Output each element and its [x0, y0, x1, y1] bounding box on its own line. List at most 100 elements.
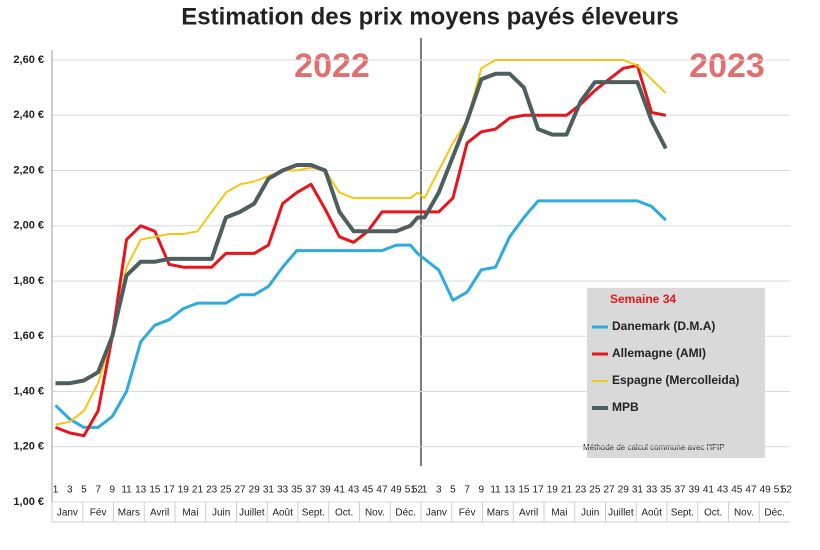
legend-title: Semaine 34 — [610, 292, 676, 306]
x-tick-label: 21 — [561, 485, 573, 496]
month-label: Janv — [57, 508, 78, 519]
x-tick-label: 45 — [362, 485, 374, 496]
series-line — [54, 199, 667, 429]
x-tick-label: 5 — [81, 485, 87, 496]
x-tick-label: 19 — [178, 485, 190, 496]
x-tick-label: 33 — [277, 485, 289, 496]
x-tick-label: 1 — [53, 485, 59, 496]
x-tick-label: 52 — [781, 485, 793, 496]
month-label: Fév — [459, 508, 476, 519]
legend-label: MPB — [612, 400, 639, 414]
y-tick-label: 2,00 € — [13, 220, 44, 232]
series-line — [55, 71, 668, 386]
x-tick-label: 9 — [479, 485, 485, 496]
series-line — [55, 59, 667, 426]
month-label: Mai — [182, 508, 198, 519]
month-label: Août — [641, 508, 662, 519]
x-tick-label: 39 — [320, 485, 332, 496]
month-label: Juillet — [608, 508, 634, 519]
x-tick-label: 7 — [464, 485, 470, 496]
x-tick-label: 41 — [334, 485, 346, 496]
x-tick-label: 43 — [348, 485, 360, 496]
month-label: Juin — [581, 508, 599, 519]
x-tick-label: 7 — [95, 485, 101, 496]
month-label: Mars — [118, 508, 140, 519]
x-tick-label: 3 — [436, 485, 442, 496]
x-tick-label: 29 — [618, 485, 630, 496]
legend-label: Espagne (Mercolleida) — [612, 373, 739, 387]
month-label: Nov. — [365, 508, 385, 519]
legend-box — [587, 288, 765, 458]
x-tick-label: 47 — [376, 485, 388, 496]
month-label: Avril — [519, 508, 538, 519]
y-tick-label: 1,80 € — [13, 275, 44, 287]
year-label: 2022 — [294, 47, 370, 85]
x-tick-label: 3 — [67, 485, 73, 496]
x-tick-label: 17 — [164, 485, 176, 496]
x-tick-label: 35 — [660, 485, 672, 496]
x-tick-label: 39 — [689, 485, 701, 496]
x-tick-label: 23 — [575, 485, 587, 496]
x-tick-label: 27 — [603, 485, 615, 496]
x-tick-label: 31 — [263, 485, 275, 496]
x-tick-label: 33 — [646, 485, 658, 496]
y-tick-label: 2,60 € — [13, 54, 44, 66]
month-label: Août — [272, 508, 293, 519]
x-tick-label: 35 — [291, 485, 303, 496]
y-tick-label: 1,00 € — [13, 496, 44, 508]
month-label: Juillet — [239, 508, 265, 519]
month-label: Oct. — [704, 508, 722, 519]
x-tick-label: 41 — [703, 485, 715, 496]
y-tick-label: 1,40 € — [13, 385, 44, 397]
x-tick-label: 17 — [533, 485, 545, 496]
x-tick-label: 15 — [149, 485, 161, 496]
month-label: Sept. — [302, 508, 325, 519]
month-label: Mars — [487, 508, 509, 519]
month-label: Janv — [426, 508, 447, 519]
x-tick-label: 29 — [249, 485, 261, 496]
month-label: Oct. — [335, 508, 353, 519]
x-tick-label: 49 — [760, 485, 772, 496]
month-label: Juin — [212, 508, 230, 519]
month-label: Sept. — [671, 508, 694, 519]
x-tick-label: 1 — [422, 485, 428, 496]
y-tick-label: 2,40 € — [13, 109, 44, 121]
x-tick-label: 52 — [412, 485, 424, 496]
x-tick-label: 45 — [731, 485, 743, 496]
x-tick-label: 19 — [547, 485, 559, 496]
y-tick-label: 1,60 € — [13, 330, 44, 342]
x-tick-label: 25 — [220, 485, 232, 496]
x-tick-label: 15 — [518, 485, 530, 496]
month-label: Fév — [90, 508, 107, 519]
x-tick-label: 47 — [745, 485, 757, 496]
x-tick-label: 9 — [110, 485, 116, 496]
y-tick-label: 2,20 € — [13, 164, 44, 176]
x-tick-label: 25 — [589, 485, 601, 496]
x-tick-label: 13 — [135, 485, 147, 496]
x-tick-label: 51 — [774, 485, 786, 496]
x-tick-label: 43 — [717, 485, 729, 496]
x-tick-label: 31 — [632, 485, 644, 496]
x-tick-label: 11 — [490, 485, 501, 496]
x-tick-label: 37 — [674, 485, 686, 496]
chart-title: Estimation des prix moyens payés éleveur… — [181, 3, 679, 30]
x-tick-label: 23 — [206, 485, 218, 496]
legend-label: Danemark (D.M.A) — [612, 319, 715, 333]
note: Méthode de calcul commune avec l'IFIP — [583, 443, 725, 452]
y-tick-label: 1,20 € — [13, 441, 44, 453]
x-tick-label: 5 — [450, 485, 456, 496]
x-tick-label: 11 — [121, 485, 132, 496]
month-label: Mai — [551, 508, 567, 519]
month-label: Nov. — [734, 508, 754, 519]
month-label: Déc. — [395, 508, 416, 519]
x-tick-label: 51 — [405, 485, 417, 496]
x-tick-label: 13 — [504, 485, 516, 496]
month-label: Déc. — [764, 508, 785, 519]
x-tick-label: 21 — [192, 485, 204, 496]
legend-label: Allemagne (AMI) — [612, 346, 706, 360]
x-tick-label: 49 — [391, 485, 403, 496]
year-label: 2023 — [689, 47, 765, 85]
x-tick-label: 37 — [305, 485, 317, 496]
x-tick-label: 27 — [234, 485, 246, 496]
